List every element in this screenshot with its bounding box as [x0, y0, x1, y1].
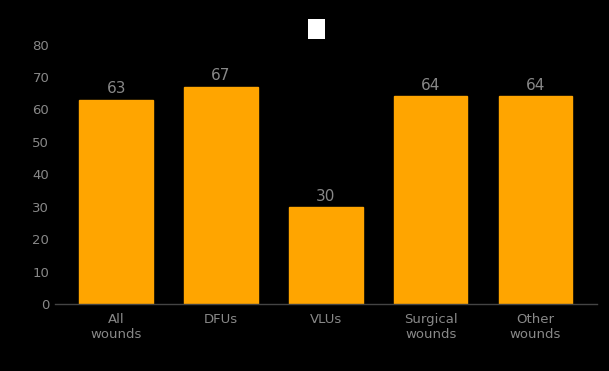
Text: 30: 30 [316, 188, 336, 204]
Bar [394, 96, 467, 304]
Text: 63: 63 [107, 82, 126, 96]
Bar [185, 87, 258, 304]
Text: 64: 64 [526, 78, 545, 93]
Text: 64: 64 [421, 78, 440, 93]
Bar [79, 100, 153, 304]
Text: 67: 67 [211, 69, 231, 83]
Bar [289, 207, 362, 304]
Bar [499, 96, 572, 304]
